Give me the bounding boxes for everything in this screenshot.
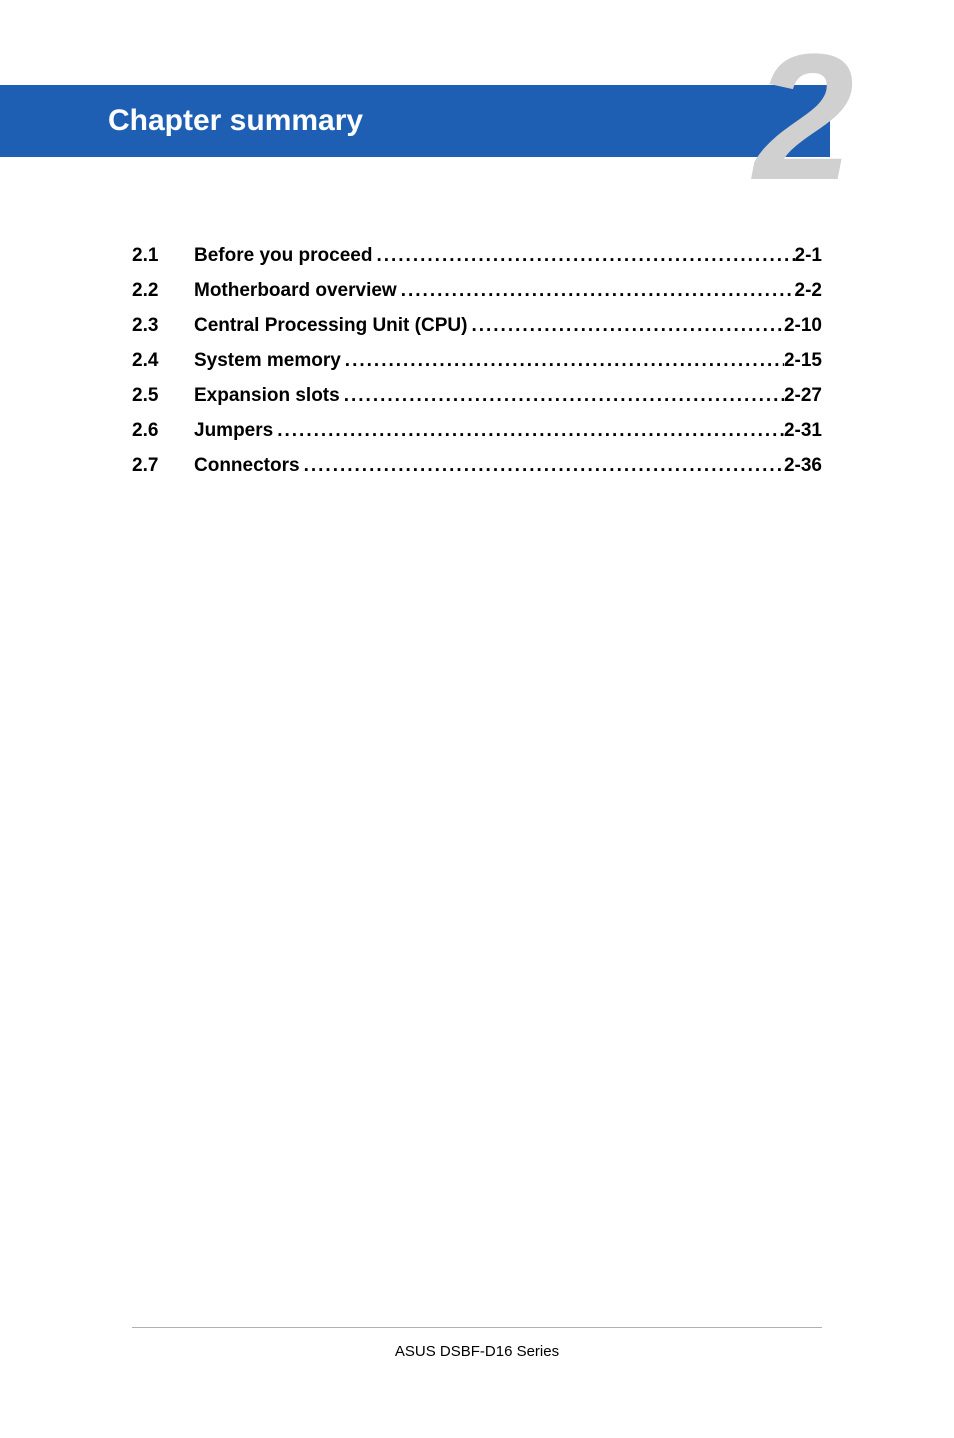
toc-leader-dots bbox=[341, 350, 784, 372]
toc-section-number: 2.5 bbox=[132, 385, 194, 407]
toc-leader-dots bbox=[397, 280, 795, 302]
toc-page-number: 2-15 bbox=[784, 350, 822, 372]
toc-page-number: 2-1 bbox=[795, 245, 822, 267]
toc-section-number: 2.3 bbox=[132, 315, 194, 337]
chapter-number: 2 bbox=[754, 28, 854, 208]
toc-leader-dots bbox=[273, 420, 784, 442]
toc-page-number: 2-27 bbox=[784, 385, 822, 407]
toc-section-number: 2.7 bbox=[132, 455, 194, 477]
toc-row: 2.7 Connectors 2-36 bbox=[132, 455, 822, 477]
table-of-contents: 2.1 Before you proceed 2-1 2.2 Motherboa… bbox=[132, 245, 822, 490]
toc-section-title: Before you proceed bbox=[194, 245, 372, 267]
toc-row: 2.6 Jumpers 2-31 bbox=[132, 420, 822, 442]
toc-section-title: Central Processing Unit (CPU) bbox=[194, 315, 467, 337]
toc-row: 2.4 System memory 2-15 bbox=[132, 350, 822, 372]
toc-leader-dots bbox=[372, 245, 794, 267]
toc-section-title: Motherboard overview bbox=[194, 280, 397, 302]
toc-section-title: Jumpers bbox=[194, 420, 273, 442]
toc-section-number: 2.6 bbox=[132, 420, 194, 442]
toc-section-title: Expansion slots bbox=[194, 385, 340, 407]
toc-page-number: 2-10 bbox=[784, 315, 822, 337]
toc-section-number: 2.1 bbox=[132, 245, 194, 267]
toc-leader-dots bbox=[340, 385, 784, 407]
toc-section-number: 2.4 bbox=[132, 350, 194, 372]
chapter-banner: Chapter summary bbox=[0, 85, 830, 157]
chapter-title: Chapter summary bbox=[108, 104, 363, 138]
toc-page-number: 2-2 bbox=[795, 280, 822, 302]
footer-text: ASUS DSBF-D16 Series bbox=[0, 1343, 954, 1360]
toc-leader-dots bbox=[300, 455, 784, 477]
footer-divider bbox=[132, 1327, 822, 1328]
toc-leader-dots bbox=[467, 315, 784, 337]
toc-section-number: 2.2 bbox=[132, 280, 194, 302]
toc-row: 2.3 Central Processing Unit (CPU) 2-10 bbox=[132, 315, 822, 337]
toc-row: 2.1 Before you proceed 2-1 bbox=[132, 245, 822, 267]
toc-row: 2.5 Expansion slots 2-27 bbox=[132, 385, 822, 407]
toc-section-title: Connectors bbox=[194, 455, 300, 477]
toc-row: 2.2 Motherboard overview 2-2 bbox=[132, 280, 822, 302]
toc-page-number: 2-36 bbox=[784, 455, 822, 477]
toc-section-title: System memory bbox=[194, 350, 341, 372]
toc-page-number: 2-31 bbox=[784, 420, 822, 442]
